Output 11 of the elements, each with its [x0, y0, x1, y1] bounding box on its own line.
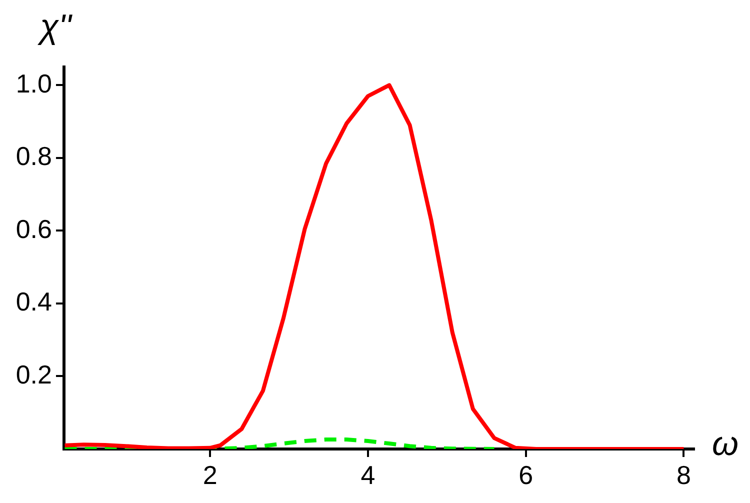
x-axis-title: ω [712, 425, 738, 464]
x-tick-label: 8 [676, 460, 691, 490]
y-tick-label: 0.4 [16, 286, 52, 317]
y-tick-label: 0.8 [16, 141, 52, 172]
y-tick-label: 0.2 [16, 359, 52, 390]
y-tick-label: 1.0 [16, 68, 52, 98]
x-tick-label: 4 [360, 460, 376, 490]
x-tick-label: 6 [518, 460, 534, 490]
y-tick-label: 0.6 [16, 214, 52, 244]
x-tick-label: 2 [202, 460, 218, 490]
y-axis-title: χ'' [40, 8, 72, 47]
